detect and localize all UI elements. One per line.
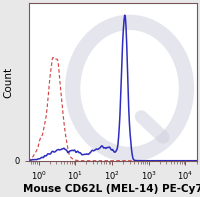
Y-axis label: Count: Count (3, 67, 13, 98)
X-axis label: Mouse CD62L (MEL-14) PE-Cy7: Mouse CD62L (MEL-14) PE-Cy7 (23, 184, 200, 193)
